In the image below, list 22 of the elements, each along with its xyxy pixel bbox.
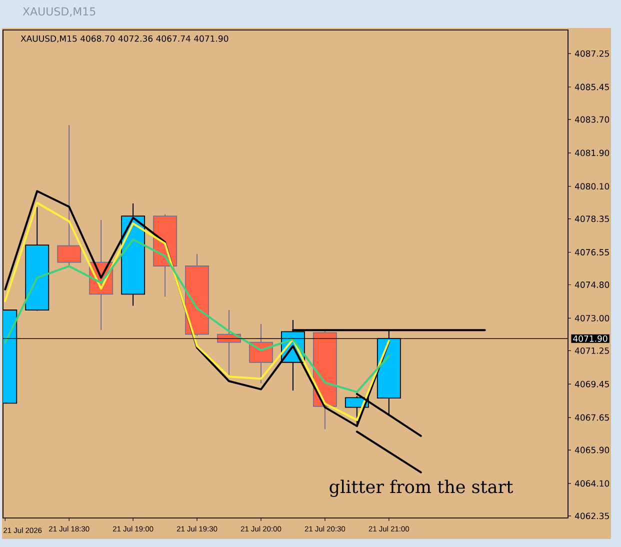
y-tick-label: 4074.80 [574, 282, 610, 288]
y-tick-label: 4065.90 [574, 446, 610, 454]
y-tick-label: 4062.35 [574, 512, 609, 520]
y-tick-label: 4067.65 [574, 414, 609, 421]
candlestick [57, 124, 82, 268]
y-tick-label: 4080.10 [574, 183, 610, 190]
y-tick-label: 4078.35 [574, 216, 609, 222]
y-tick-label: 4083.70 [574, 116, 610, 123]
chart-title: XAUUSD,M15 [22, 7, 96, 17]
y-tick-label: 4073.00 [574, 314, 610, 322]
y-tick-label: 4081.90 [574, 150, 610, 156]
candlestick [249, 323, 273, 384]
ref-line-label: 4071.90 [573, 335, 608, 342]
y-tick-label: 4087.25 [574, 50, 609, 57]
y-tick-label: 4076.55 [574, 249, 609, 256]
text: XAUUSD,M15 4068.70 4072.36 4067.74 4071.90 [20, 35, 228, 43]
y-tick-label: 4069.45 [574, 380, 609, 388]
y-tick-label: 4064.10 [574, 480, 610, 487]
y-tick-label: 4085.45 [574, 84, 609, 90]
annotation: glitter from the start [330, 480, 514, 497]
y-tick-label: 4071.25 [574, 347, 609, 354]
line-series [4, 238, 390, 393]
